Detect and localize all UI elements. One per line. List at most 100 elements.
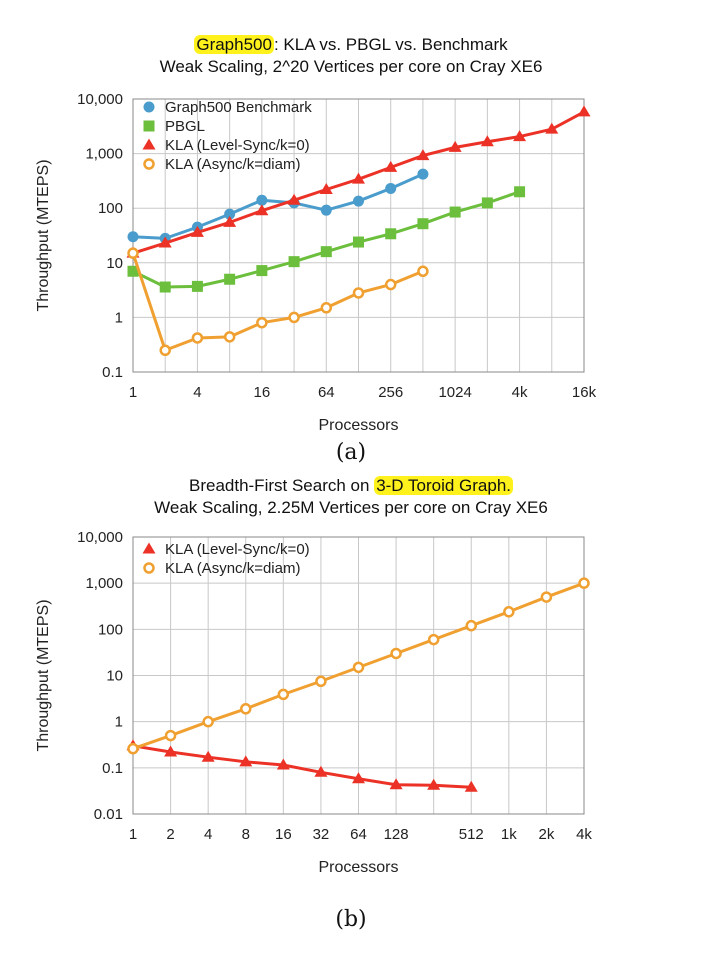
chart-b-y-tick-label: 10	[106, 668, 123, 685]
chart-a-x-tick-label: 4	[193, 384, 201, 401]
chart-a-series-1-point	[256, 265, 268, 277]
chart-b-y-tick-label: 1	[115, 714, 123, 731]
chart-a-series-2-point	[513, 130, 527, 142]
chart-b-x-tick-label: 512	[459, 826, 484, 843]
chart-a-series-1-point	[353, 236, 364, 248]
chart-b-x-tick-label: 2	[166, 826, 174, 843]
chart-b-legend-marker	[142, 542, 156, 554]
chart-a-x-axis-label: Processors	[318, 417, 398, 434]
chart-a-series-1-point	[320, 246, 332, 258]
chart-b-series-1-point	[352, 661, 365, 674]
chart-b-x-axis-label: Processors	[318, 859, 398, 876]
chart-a-series-0-point	[127, 231, 139, 243]
chart-b-x-tick-label: 64	[350, 826, 367, 843]
chart-b-series-0-point	[464, 780, 478, 792]
chart-a-series-1	[127, 186, 526, 293]
chart-b-series-1-point	[503, 606, 515, 618]
chart-a-series-2-point	[577, 105, 591, 117]
chart-a-series-1-point	[385, 228, 397, 240]
chart-a-series-2-point	[255, 204, 269, 216]
chart-b-series-1-point	[202, 715, 214, 728]
chart-b-x-tick-label: 8	[242, 826, 250, 843]
chart-a-series-1-point	[127, 265, 139, 277]
chart-a-series-3-point	[384, 278, 397, 291]
chart-a-series-0-line	[132, 172, 424, 240]
chart-b-y-tick-label: 1,000	[85, 575, 123, 592]
chart-b-series-0-point	[239, 755, 253, 767]
chart-b-series-0-point	[276, 758, 290, 770]
chart-b-x-tick-label: 4	[204, 826, 212, 843]
chart-a-series-1-point	[224, 273, 236, 285]
chart-a-series-0-point	[353, 195, 364, 207]
chart-a-series-0-point	[417, 168, 429, 180]
chart-a-y-axis-label: Throughput (MTEPS)	[35, 159, 52, 311]
chart-b-title: Breadth-First Search on 3-D Toroid Graph…	[0, 475, 702, 496]
chart-a-series-3-point	[127, 247, 139, 259]
chart-b-y-tick-label: 0.01	[94, 806, 123, 823]
chart-b-series-1-point	[315, 675, 327, 688]
chart-a-series-1-point	[191, 280, 203, 292]
chart-a-series-2-point	[158, 236, 172, 248]
chart-a-series-1-point	[417, 218, 429, 230]
chart-b-series-0-line	[132, 744, 472, 789]
chart-a-title-rest: : KLA vs. PBGL vs. Benchmark	[273, 35, 508, 54]
chart-a-series-1-point	[481, 197, 493, 209]
chart-a-y-tick-label: 10,000	[77, 91, 123, 108]
chart-b-legend-item: KLA (Level-Sync/k=0)	[142, 541, 310, 558]
chart-a-series-2-point	[416, 149, 430, 161]
chart-a-series-3-point	[191, 332, 204, 344]
chart-a-series-2-point	[448, 140, 462, 152]
chart-b-legend-item: KLA (Async/k=diam)	[143, 560, 300, 577]
chart-a-legend-item: PBGL	[143, 118, 205, 135]
chart-b-legend-label: KLA (Async/k=diam)	[165, 560, 300, 577]
chart-b-series-1-point	[127, 742, 139, 755]
chart-b-series-0-point	[352, 772, 365, 784]
chart-a-title-highlight: Graph500	[194, 35, 274, 54]
chart-a-series-2-point	[319, 183, 333, 195]
chart-b-x-tick-label: 32	[313, 826, 330, 843]
chart-b-series-1	[127, 577, 590, 755]
chart-a-series-3-line	[131, 252, 424, 352]
chart-b-title-highlight: 3-D Toroid Graph.	[374, 476, 513, 495]
chart-a-legend-label: PBGL	[165, 118, 205, 135]
chart-b-y-tick-label: 0.1	[102, 760, 123, 777]
chart-a-y-tick-label: 10	[106, 255, 123, 272]
chart-b: 0.01 0.1 1 10 100 1,000 10,000 1 2 4 8 16 32 64 128 512…	[35, 529, 592, 876]
chart-a-series-2-point	[223, 215, 237, 227]
chart-a-series-0-point	[385, 182, 397, 194]
chart-a-y-tick-label: 100	[98, 200, 123, 217]
chart-b-legend-marker	[143, 562, 155, 574]
chart-b-series-1-point	[465, 619, 477, 632]
chart-a-legend-item: KLA (Level-Sync/k=0)	[142, 137, 310, 154]
chart-b-caption: (b)	[335, 907, 367, 932]
chart-a-legend-marker	[143, 101, 155, 113]
chart-b-series-1-point	[540, 591, 553, 603]
chart-b-series-1-point	[240, 703, 252, 715]
chart-a: 0.1 1 10 100 1,000 10,000 1 4 16 64 256 1024 4k 16k Pr…	[35, 91, 597, 434]
chart-a-series-3-point	[223, 331, 236, 343]
chart-a-legend-marker	[143, 158, 155, 170]
chart-b-y-axis-label: Throughput (MTEPS)	[35, 599, 52, 751]
chart-a-title: Graph500: KLA vs. PBGL vs. Benchmark	[0, 34, 702, 55]
chart-a-x-tick-label: 64	[318, 384, 335, 401]
chart-a-legend-marker	[142, 138, 156, 150]
chart-a-legend-item: KLA (Async/k=diam)	[143, 156, 300, 173]
chart-a-x-tick-label: 16k	[572, 384, 597, 401]
chart-b-y-tick-label: 10,000	[77, 529, 123, 546]
chart-a-series-2-point	[480, 135, 494, 147]
chart-a-legend-item: Graph500 Benchmark	[143, 99, 312, 116]
chart-a-series-1-point	[449, 206, 461, 218]
chart-a-series-0-point	[256, 194, 268, 206]
chart-b-series-1-point	[277, 688, 290, 701]
chart-a-series-3-point	[320, 302, 333, 314]
chart-a-series-3-point	[352, 287, 365, 299]
chart-a-x-tick-label: 1024	[438, 384, 471, 401]
chart-b-x-tick-label: 16	[275, 826, 292, 843]
chart-b-series-0-point	[314, 765, 328, 777]
chart-b-x-tick-label: 4k	[576, 826, 592, 843]
chart-a-legend-label: KLA (Level-Sync/k=0)	[165, 137, 310, 154]
chart-b-x-tick-label: 128	[384, 826, 409, 843]
chart-a-legend-label: KLA (Async/k=diam)	[165, 156, 300, 173]
chart-a-series-3-point	[288, 311, 300, 324]
chart-a-series-3	[127, 247, 429, 357]
